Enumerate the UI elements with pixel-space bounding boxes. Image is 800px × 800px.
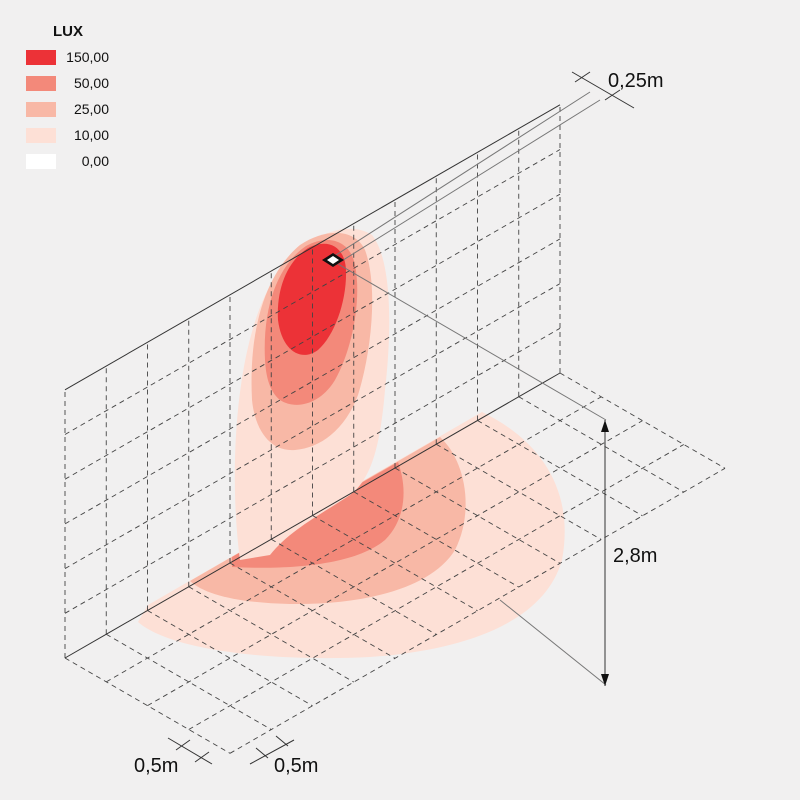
- leader-line: [499, 599, 607, 686]
- legend-swatch: [26, 50, 56, 65]
- dimension-line: [571, 71, 635, 109]
- leader-line: [339, 99, 601, 263]
- legend-swatch: [26, 128, 56, 143]
- legend-swatch: [26, 102, 56, 117]
- leader-line: [337, 263, 607, 421]
- grid-line: [147, 610, 313, 707]
- grid-line: [229, 562, 396, 659]
- grid-line: [188, 586, 354, 683]
- grid-line: [394, 467, 561, 564]
- floor-illuminance: [138, 412, 565, 659]
- legend: LUX 150,00 50,00 25,00 10,00 0,00: [26, 23, 109, 169]
- dimension-label: 2,8m: [613, 545, 657, 567]
- tick: [574, 71, 591, 83]
- legend-title: LUX: [53, 23, 83, 40]
- grid-line: [518, 396, 684, 493]
- legend-label: 10,00: [74, 127, 109, 143]
- tick: [194, 751, 210, 763]
- dimension-label: 0,5m: [134, 755, 178, 777]
- grid-line: [353, 491, 519, 588]
- leader-line: [335, 91, 591, 256]
- grid-line: [64, 657, 231, 754]
- legend-label: 0,00: [82, 153, 109, 169]
- grid-line: [559, 372, 726, 469]
- legend-swatch: [26, 76, 56, 91]
- tick: [175, 739, 191, 751]
- tick: [255, 747, 269, 759]
- dimension-label: 0,25m: [608, 70, 664, 92]
- grid: [64, 104, 726, 754]
- grid-line: [271, 538, 437, 635]
- legend-label: 150,00: [66, 49, 109, 65]
- dimension-line: [167, 737, 213, 765]
- tick: [275, 735, 289, 747]
- legend-label: 50,00: [74, 75, 109, 91]
- grid-line: [106, 633, 272, 730]
- legend-swatch: [26, 154, 56, 169]
- dimension-line: [249, 739, 295, 765]
- dimensions: 0,25m 2,8m 0,5m 0,5m: [134, 70, 664, 777]
- grid-line: [477, 420, 643, 517]
- luminaire: [322, 91, 607, 686]
- grid-line: [312, 515, 478, 612]
- tick: [604, 89, 621, 101]
- luminaire-icon: [327, 256, 339, 264]
- dimension-label: 0,5m: [274, 755, 318, 777]
- legend-label: 25,00: [74, 101, 109, 117]
- contour-150: [277, 243, 347, 355]
- grid-line: [64, 104, 561, 391]
- grid-line: [436, 443, 602, 540]
- wall-illuminance: [234, 228, 390, 560]
